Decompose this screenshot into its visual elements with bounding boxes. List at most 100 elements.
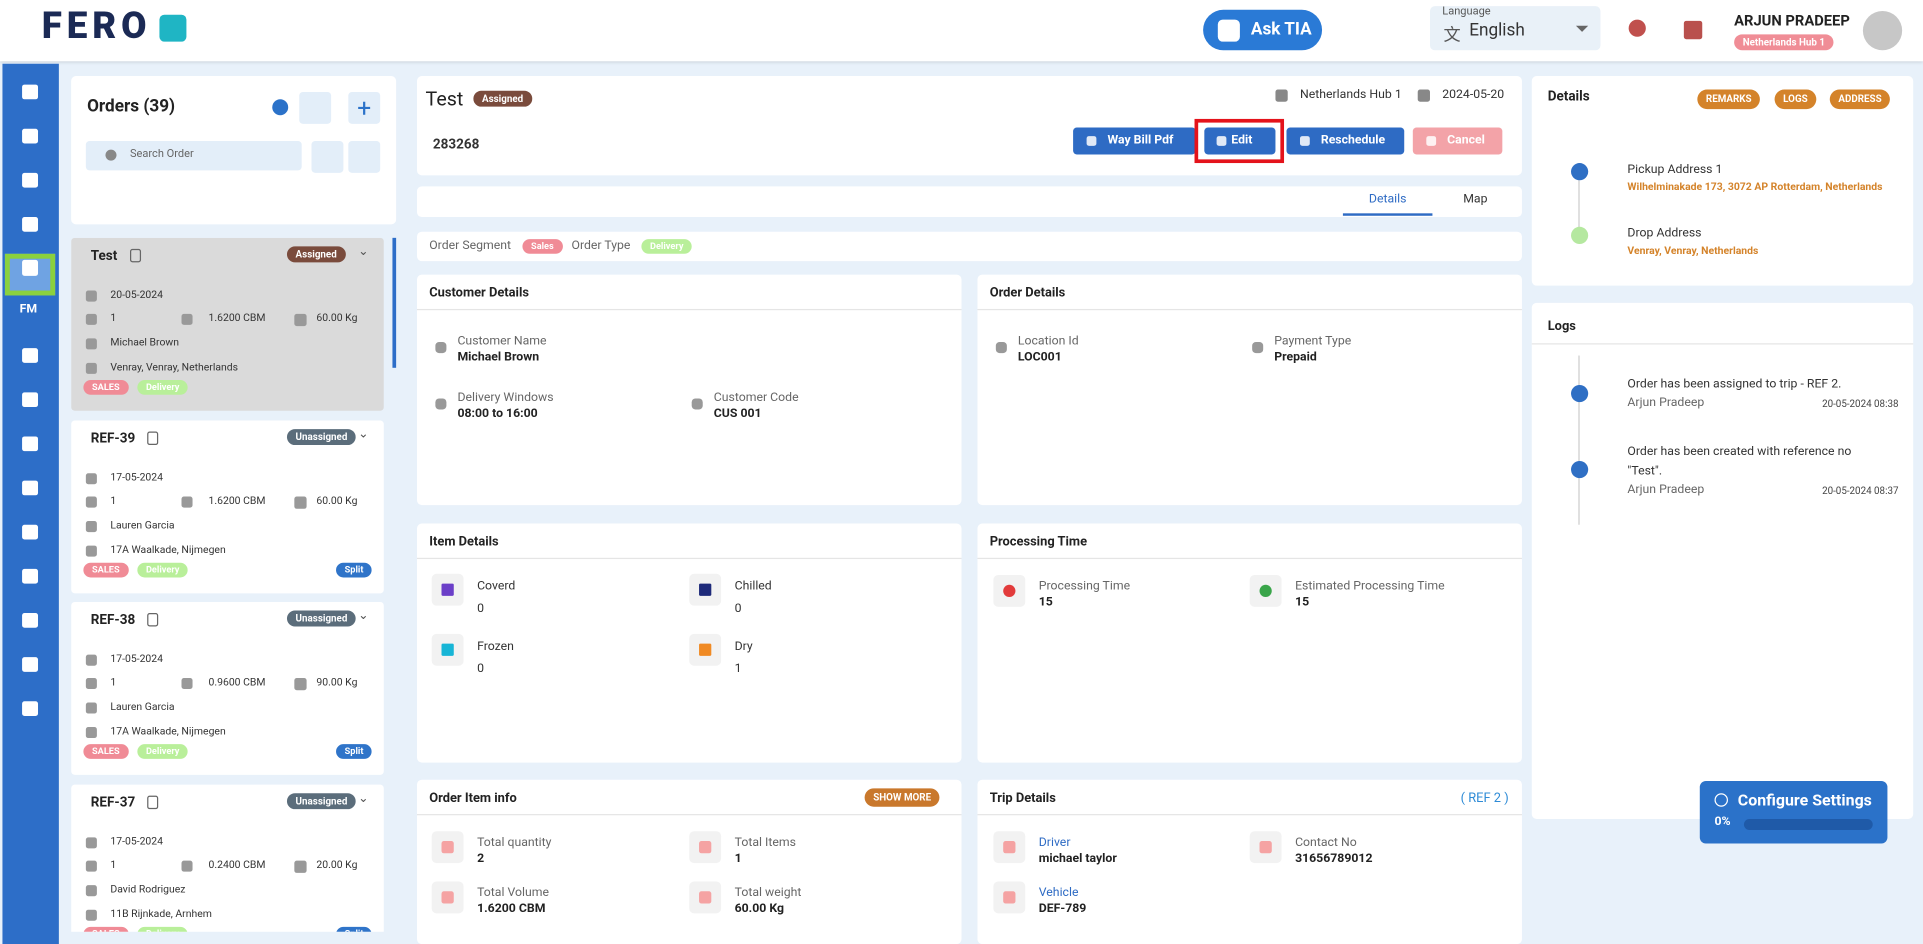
icon — [995, 342, 1007, 354]
field-value: 15 — [1038, 595, 1053, 610]
scrollbar — [392, 237, 397, 368]
nav-icon[interactable] — [22, 217, 39, 232]
nav-icon[interactable] — [22, 613, 39, 628]
order-weight: 60.00 Kg — [316, 494, 358, 507]
item-label: Coverd — [477, 579, 516, 594]
order-ref: REF-37 — [90, 793, 136, 810]
badge[interactable]: LOGS — [1774, 89, 1817, 110]
refresh-button[interactable] — [348, 140, 381, 173]
icon — [699, 891, 712, 904]
nav-icon[interactable] — [22, 392, 39, 408]
order-hub: Netherlands Hub 1 — [1299, 88, 1402, 102]
icon — [85, 884, 97, 896]
progress-text: 0% — [1714, 815, 1731, 829]
icon — [85, 909, 97, 921]
timeline-dot — [1571, 226, 1589, 244]
icon — [435, 342, 447, 354]
field-label: Location Id — [1017, 334, 1079, 349]
download-button[interactable] — [299, 91, 332, 124]
badge: SALES — [83, 380, 129, 395]
order-field: 17A Waalkade, Nijmegen — [110, 543, 226, 556]
field-label: Processing Time — [1038, 579, 1131, 594]
avatar[interactable] — [1862, 11, 1903, 51]
filter-button[interactable] — [311, 140, 344, 173]
nav-icon[interactable] — [22, 480, 39, 496]
field-label: Delivery Windows — [457, 391, 554, 405]
icon — [1417, 89, 1430, 102]
chevron: ⌄ — [358, 609, 369, 623]
nav-icon[interactable] — [22, 84, 39, 100]
order-field: 11B Rijnkade, Arnhem — [110, 907, 212, 921]
order-field: 17-05-2024 — [110, 835, 164, 848]
badge[interactable]: REMARKS — [1697, 89, 1761, 110]
icon — [1259, 584, 1272, 598]
icon — [181, 677, 193, 690]
nav-icon[interactable] — [22, 657, 39, 672]
order-card[interactable]: REF-38 Unassigned ⌄ 17-05-2024 Lauren Garcia… — [71, 601, 384, 775]
icon — [699, 583, 712, 596]
order-card[interactable]: REF-37 Unassigned ⌄ 17-05-2024 David Rodrigu… — [71, 784, 384, 932]
nav-icon[interactable] — [22, 701, 39, 716]
field-label: Total Volume — [477, 886, 550, 900]
item-label: Chilled — [734, 579, 772, 594]
order-card[interactable]: REF-39 Unassigned ⌄ 17-05-2024 Lauren Garcia… — [71, 419, 384, 593]
badge: SALES — [83, 562, 129, 577]
icon — [85, 677, 97, 690]
trip-ref[interactable]: ( REF 2 ) — [1460, 789, 1509, 806]
order-volume: 0.2400 CBM — [208, 858, 266, 872]
nav-icon[interactable] — [22, 436, 39, 452]
icon — [1216, 136, 1227, 146]
section-title: Order Details — [989, 284, 1066, 301]
language-select[interactable]: Language English 文 — [1429, 6, 1601, 51]
badge: Delivery — [641, 239, 693, 254]
action-button[interactable]: Way Bill Pdf — [1073, 127, 1196, 155]
divider — [416, 308, 962, 311]
order-volume: 1.6200 CBM — [208, 312, 266, 325]
order-card[interactable]: Test Assigned ⌄ 20-05-2024 Michael Brown Venr… — [71, 237, 384, 411]
icon — [85, 338, 97, 350]
details-panel: Details REMARKS LOGS ADDRESS Pickup Address … — [1531, 76, 1914, 286]
log-text: Order has been assigned to trip - REF 2. — [1627, 377, 1842, 392]
search-input[interactable]: Search Order — [85, 140, 302, 171]
nav-icon[interactable] — [22, 348, 39, 363]
icon — [699, 643, 712, 656]
action-button[interactable]: Edit — [1204, 127, 1276, 155]
icon — [272, 99, 289, 116]
icon — [181, 860, 193, 872]
tab-active[interactable]: Details — [1368, 192, 1407, 206]
nav-icon[interactable] — [22, 524, 39, 540]
add-button[interactable]: + — [348, 91, 381, 124]
icon — [181, 495, 193, 507]
badge[interactable]: ADDRESS — [1829, 89, 1891, 110]
sidebar: FM — [2, 63, 59, 944]
badge: Delivery — [137, 380, 189, 395]
nav-icon[interactable] — [22, 568, 39, 584]
highlight-box — [1194, 118, 1285, 164]
order-id: 283268 — [432, 136, 480, 153]
icon — [85, 702, 97, 714]
order-date: 2024-05-20 — [1442, 88, 1505, 102]
ask-tia-button[interactable]: Ask TIA — [1203, 9, 1323, 51]
nav-fm[interactable]: FM — [19, 302, 38, 317]
icon — [85, 290, 97, 302]
field-label: Driver — [1038, 836, 1071, 850]
log-time: 20-05-2024 08:37 — [1822, 485, 1899, 497]
segment-label: Order Segment — [429, 239, 512, 253]
order-ref: Test — [90, 247, 118, 264]
configure-title: Configure Settings — [1737, 791, 1872, 811]
action-button[interactable]: Reschedule — [1286, 127, 1405, 155]
section-card: Order Item info SHOW MORE Total quantity 2 T… — [416, 779, 962, 944]
stop-label: Pickup Address 1 — [1627, 163, 1723, 177]
badge: Assigned — [286, 246, 346, 263]
field-label: Total quantity — [477, 836, 552, 850]
action-button[interactable]: Cancel — [1412, 127, 1503, 155]
section-title: Trip Details — [989, 789, 1056, 806]
configure-settings[interactable]: Configure Settings 0% — [1699, 780, 1888, 844]
nav-icon[interactable] — [22, 172, 39, 188]
nav-icon[interactable] — [22, 128, 39, 144]
divider — [977, 814, 1522, 816]
tab[interactable]: Map — [1463, 192, 1488, 206]
top-bar: FERO Ask TIA Language English 文 ARJUN PRADEEP… — [0, 0, 1923, 62]
section-title: Order Item info — [429, 789, 517, 806]
badge: SALES — [83, 744, 129, 759]
